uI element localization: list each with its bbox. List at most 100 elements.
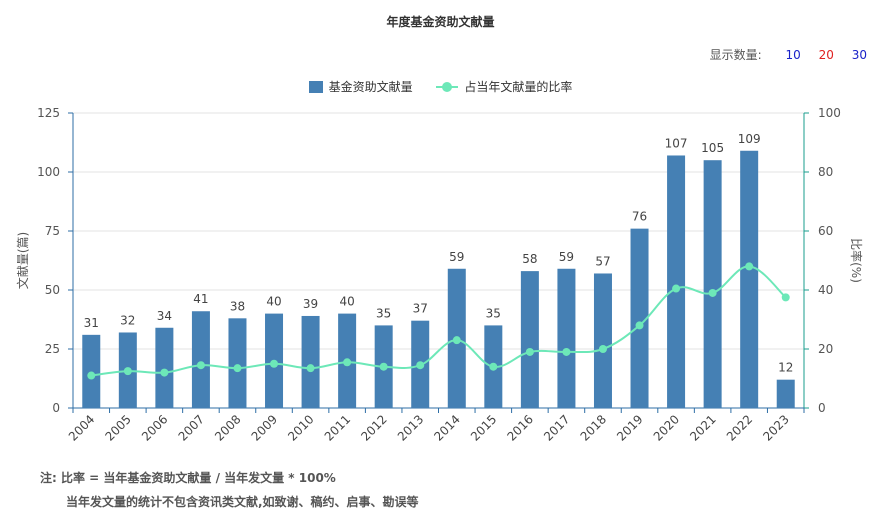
bar — [520, 271, 539, 408]
bar — [228, 318, 247, 408]
bar — [776, 379, 795, 408]
bar-value-label: 59 — [559, 250, 574, 264]
bar — [155, 327, 174, 408]
ratio-point — [635, 321, 644, 330]
bar — [191, 311, 210, 408]
x-tick-label: 2023 — [760, 412, 791, 443]
x-tick-label: 2004 — [66, 412, 97, 443]
bar-value-label: 35 — [486, 306, 501, 320]
bar-value-label: 37 — [413, 302, 428, 316]
bar-value-label: 41 — [193, 292, 208, 306]
x-tick-label: 2007 — [176, 412, 207, 443]
ratio-point — [306, 364, 315, 373]
bar-value-label: 32 — [120, 313, 135, 327]
bar-value-label: 76 — [632, 210, 647, 224]
bar-value-label: 40 — [339, 295, 354, 309]
x-tick-label: 2008 — [212, 412, 243, 443]
ratio-point — [160, 368, 169, 377]
ratio-point — [233, 364, 242, 373]
bar-value-label: 107 — [665, 136, 688, 150]
x-tick-label: 2015 — [468, 412, 499, 443]
y-tick-label-left: 75 — [45, 224, 60, 238]
display-count-option-10[interactable]: 10 — [785, 48, 801, 62]
bar-value-label: 38 — [230, 299, 245, 313]
bar — [557, 268, 576, 408]
ratio-point — [781, 293, 790, 302]
ratio-point — [87, 371, 96, 380]
display-count-label: 显示数量: — [709, 48, 762, 62]
y-axis-title-right: 比率(%) — [849, 238, 864, 283]
ratio-point — [123, 367, 132, 376]
y-tick-label-right: 40 — [818, 283, 833, 297]
bar — [593, 273, 612, 408]
x-tick-label: 2021 — [687, 412, 718, 443]
ratio-point — [416, 361, 425, 370]
bar-value-label: 31 — [84, 316, 99, 330]
chart-legend: 基金资助文献量 占当年文献量的比率 — [0, 78, 881, 96]
chart-title: 年度基金资助文献量 — [386, 15, 495, 29]
ratio-point — [562, 347, 571, 356]
ratio-point — [598, 345, 607, 353]
display-count-selector: 显示数量: 10 20 30 — [710, 46, 867, 63]
bar — [82, 334, 101, 408]
ratio-point — [196, 361, 205, 370]
bar — [703, 160, 722, 408]
x-tick-label: 2006 — [139, 412, 170, 443]
bar — [301, 315, 320, 408]
bar-value-label: 35 — [376, 306, 391, 320]
bar-value-label: 59 — [449, 250, 464, 264]
bar-value-label: 40 — [266, 295, 281, 309]
bar-value-label: 57 — [595, 254, 610, 268]
ratio-point — [270, 359, 279, 368]
x-tick-label: 2014 — [431, 412, 462, 443]
y-tick-label-right: 60 — [818, 224, 833, 238]
bar-value-label: 58 — [522, 252, 537, 266]
y-tick-label-right: 0 — [818, 401, 826, 415]
ratio-point — [672, 284, 681, 293]
bar-value-label: 109 — [738, 132, 761, 146]
ratio-point — [343, 358, 352, 367]
y-tick-label-right: 20 — [818, 342, 833, 356]
legend-line-label: 占当年文献量的比率 — [464, 80, 573, 94]
y-axis-title-left: 文献量(篇) — [15, 232, 30, 289]
x-tick-label: 2020 — [651, 412, 682, 443]
x-tick-label: 2017 — [541, 412, 572, 443]
display-count-option-30[interactable]: 30 — [851, 48, 867, 62]
x-tick-label: 2016 — [504, 412, 535, 443]
x-tick-label: 2022 — [724, 412, 755, 443]
ratio-point — [452, 336, 461, 345]
ratio-point — [489, 362, 498, 371]
x-tick-label: 2019 — [614, 412, 645, 443]
x-tick-label: 2010 — [285, 412, 316, 443]
legend-item-line[interactable]: 占当年文献量的比率 — [436, 78, 572, 95]
legend-bar-label: 基金资助文献量 — [328, 80, 413, 94]
legend-item-bar[interactable]: 基金资助文献量 — [308, 78, 413, 95]
bar-value-label: 39 — [303, 297, 318, 311]
x-tick-label: 2009 — [249, 412, 280, 443]
x-tick-label: 2012 — [358, 412, 389, 443]
bar-value-label: 12 — [778, 361, 793, 375]
bar — [740, 150, 759, 408]
x-tick-label: 2018 — [578, 412, 609, 443]
bar — [667, 155, 686, 408]
note-ratio-definition: 注: 比率 = 当年基金资助文献量 / 当年发文量 * 100% — [40, 471, 336, 485]
note-exclusion: 当年发文量的统计不包含资讯类文献,如致谢、稿约、启事、勘误等 — [66, 495, 419, 509]
ratio-point — [708, 288, 717, 297]
y-tick-label-left: 25 — [45, 342, 60, 356]
ratio-point — [525, 347, 534, 356]
y-tick-label-right: 100 — [818, 106, 841, 120]
y-tick-label-right: 80 — [818, 165, 833, 179]
bar-value-label: 105 — [701, 141, 724, 155]
y-tick-label-left: 125 — [37, 106, 60, 120]
display-count-option-20[interactable]: 20 — [818, 48, 834, 62]
bar — [630, 228, 649, 408]
x-tick-label: 2011 — [322, 412, 353, 443]
legend-line-swatch — [436, 81, 459, 93]
ratio-point — [745, 262, 754, 271]
y-tick-label-left: 0 — [52, 401, 60, 415]
legend-bar-swatch — [308, 80, 323, 93]
ratio-point — [379, 362, 388, 371]
y-tick-label-left: 100 — [37, 165, 60, 179]
y-tick-label-left: 50 — [45, 283, 60, 297]
